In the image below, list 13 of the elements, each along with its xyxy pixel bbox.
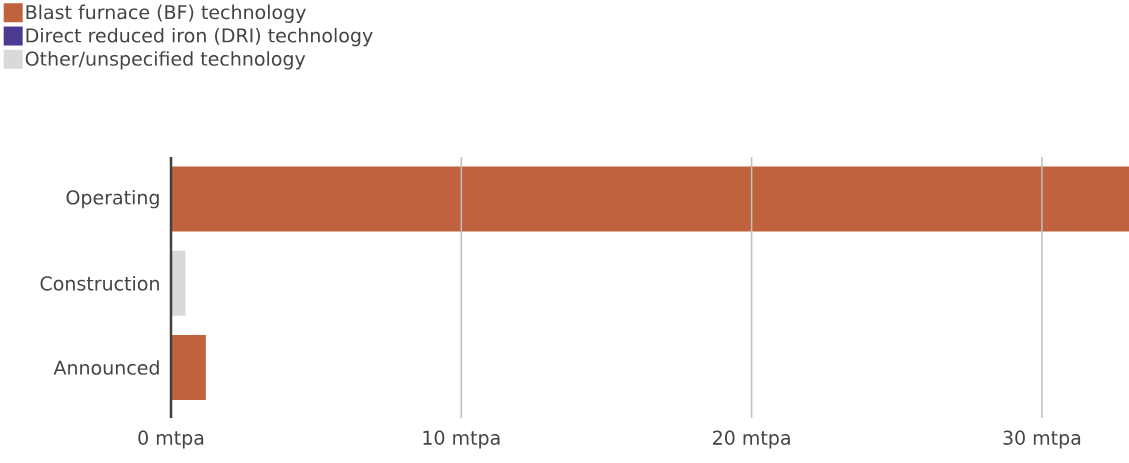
bar <box>171 250 186 316</box>
legend-label: Other/unspecified technology <box>25 51 306 70</box>
x-tick-label: 20 mtpa <box>713 430 790 449</box>
legend-label: Blast furnace (BF) technology <box>26 4 306 23</box>
x-tick-label: 10 mtpa <box>423 430 500 449</box>
y-tick-label: Announced <box>53 360 159 375</box>
y-tick-label: Operating <box>66 189 159 209</box>
x-tick-label: 30 mtpa <box>1003 430 1081 449</box>
legend-label: Direct reduced iron (DRI) technology <box>26 27 373 47</box>
x-tick-label: 0 mtpa <box>138 430 204 449</box>
bar <box>171 334 206 400</box>
y-tick-label: Construction <box>40 275 159 291</box>
bar <box>171 166 1129 232</box>
